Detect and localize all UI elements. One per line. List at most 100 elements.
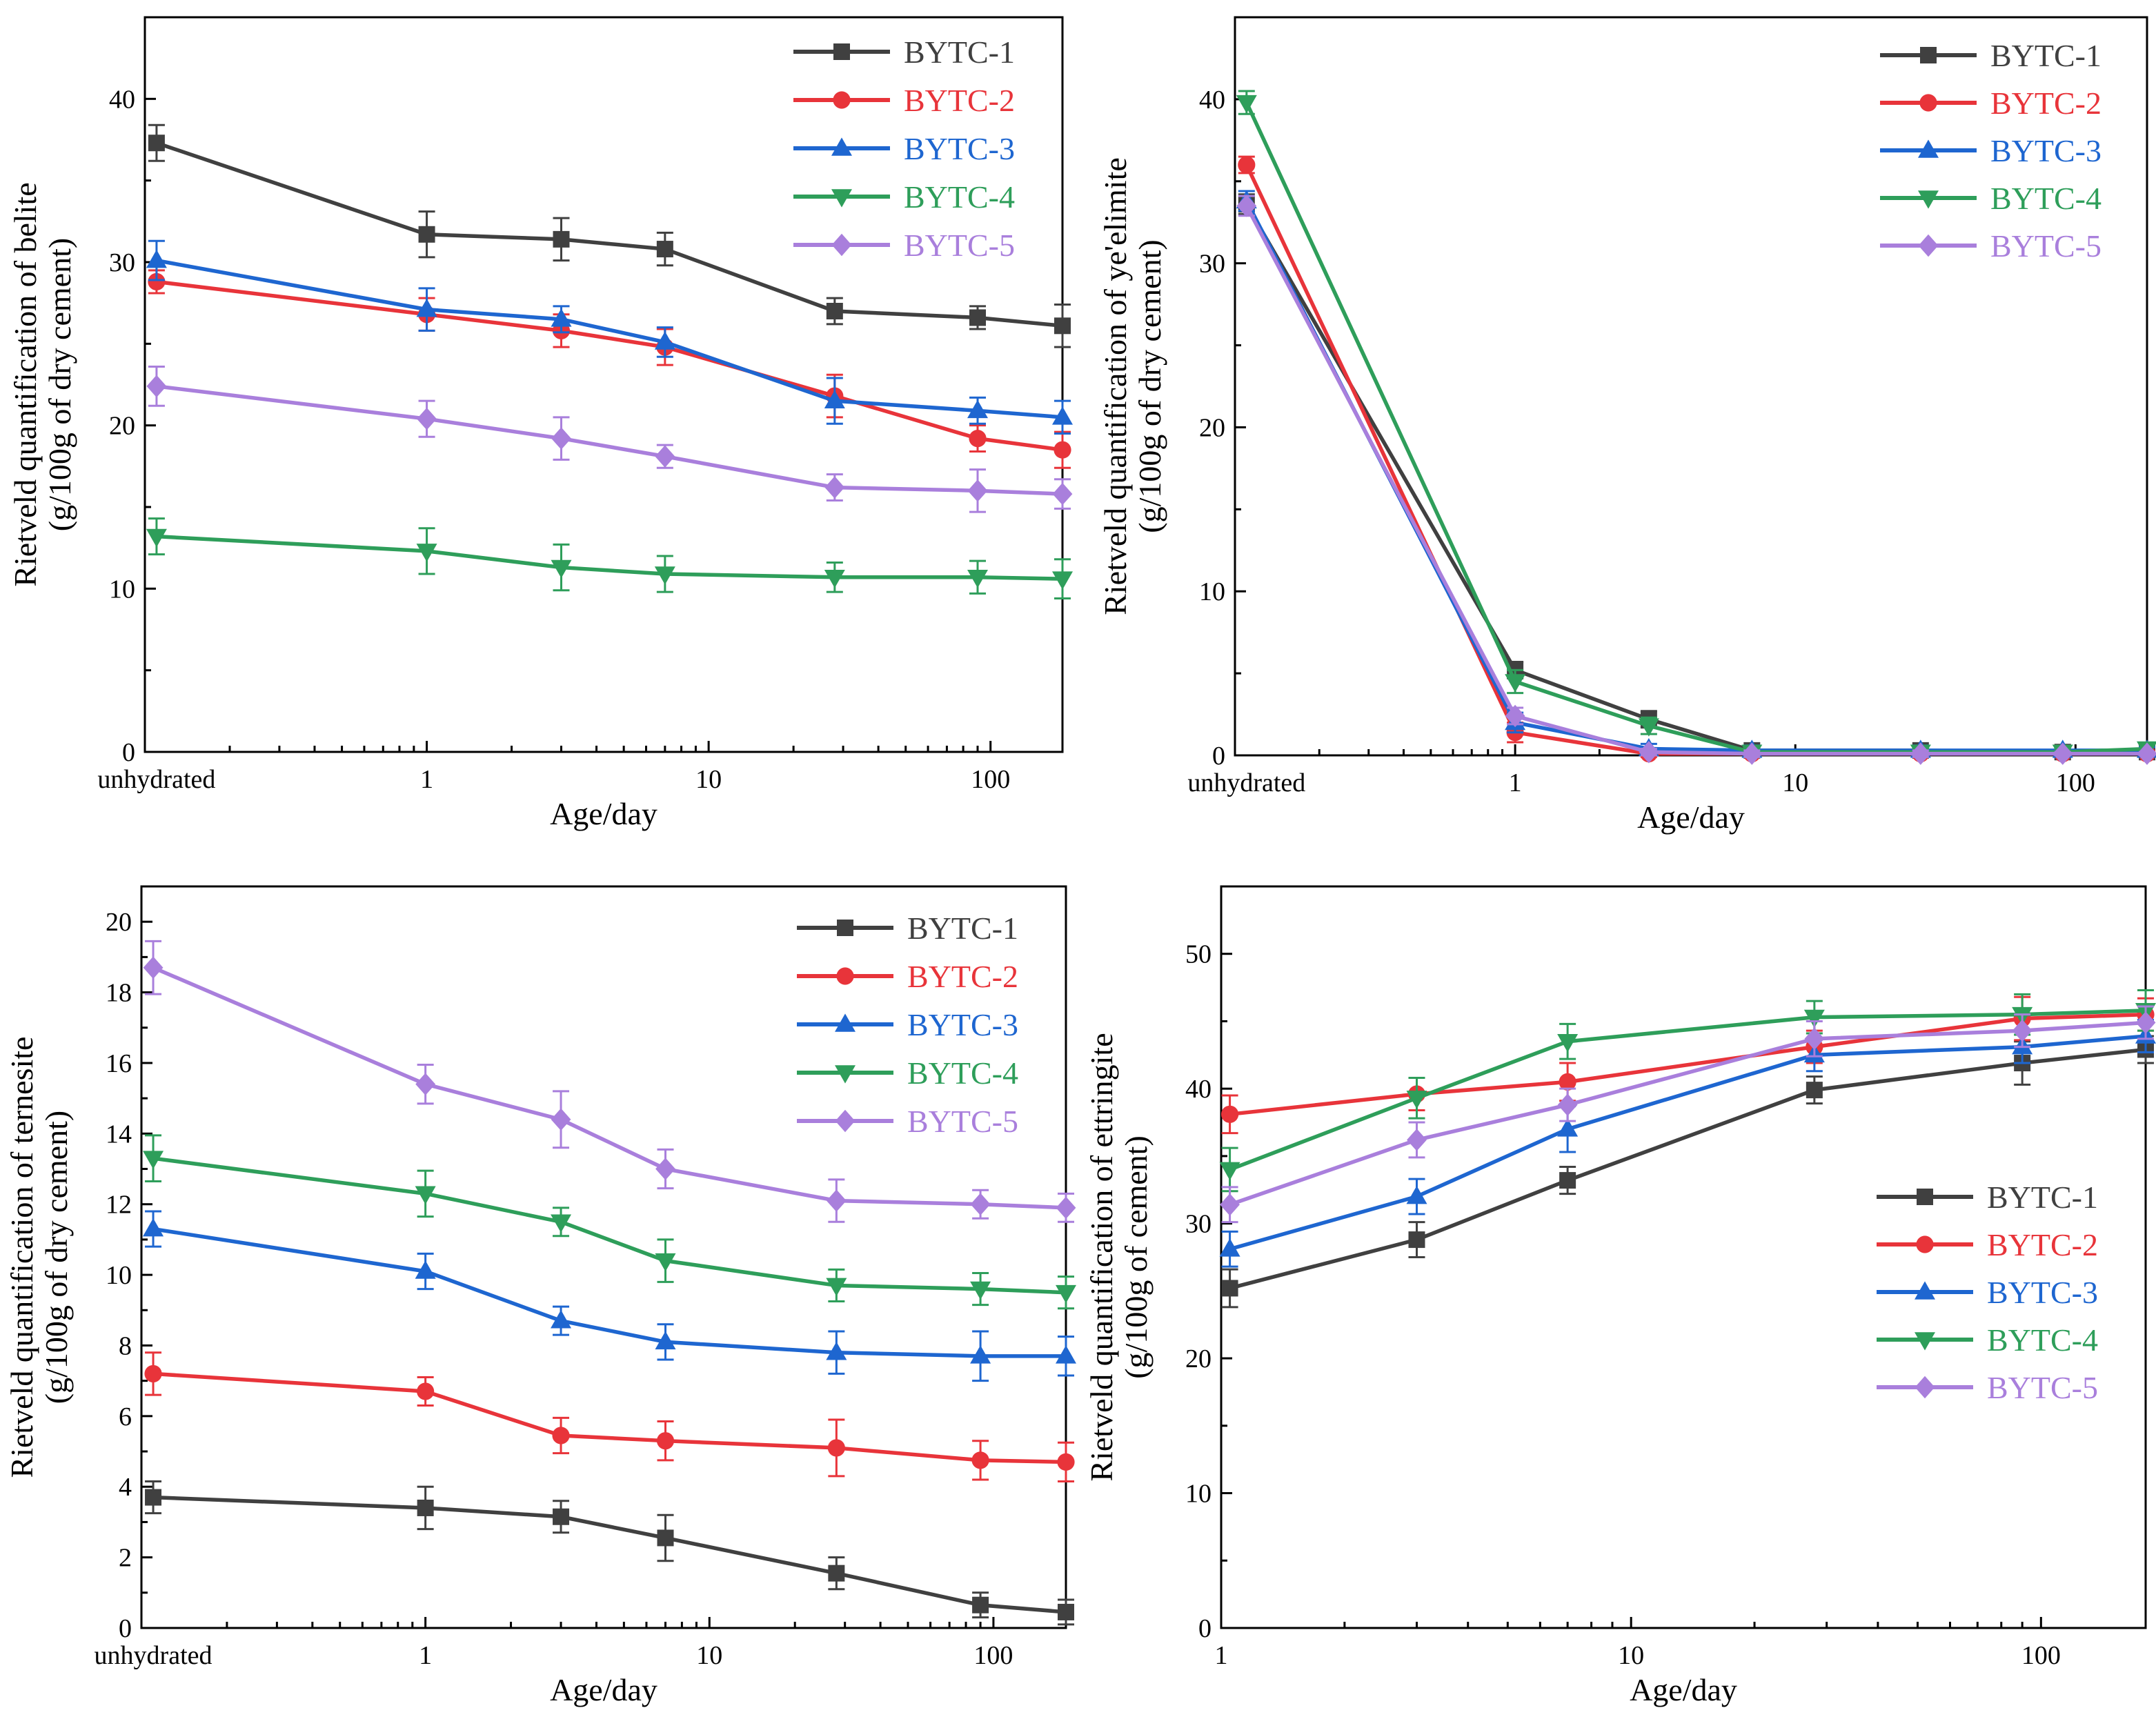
- data-point: [417, 1382, 435, 1400]
- y-tick-label: 0: [1198, 1614, 1211, 1643]
- data-point: [1557, 1118, 1579, 1137]
- data-point: [654, 331, 675, 350]
- legend-label: BYTC-2: [904, 83, 1015, 118]
- data-point: [1052, 406, 1073, 425]
- data-point: [1219, 1238, 1240, 1257]
- legend-marker: [835, 1109, 856, 1133]
- data-point: [552, 1427, 570, 1444]
- data-point: [551, 427, 571, 450]
- series-bytc-1: [145, 1480, 1074, 1626]
- series-line: [152, 1371, 1067, 1464]
- legend-marker: [1920, 47, 1937, 63]
- data-point: [824, 476, 845, 499]
- x-tick-label: 1: [419, 1641, 432, 1670]
- y-tick-label: 12: [106, 1191, 132, 1220]
- series-bytc-3: [143, 1210, 1076, 1382]
- x-tick-label: 1: [1215, 1641, 1228, 1670]
- legend-marker: [1915, 1281, 1935, 1300]
- legend-marker: [1917, 1189, 1933, 1205]
- data-point: [1638, 718, 1659, 737]
- legend-marker: [835, 1013, 856, 1032]
- y-tick-label: 20: [109, 412, 135, 441]
- data-point: [553, 230, 570, 248]
- legend-marker: [1918, 234, 1939, 257]
- data-point: [1220, 1105, 1239, 1123]
- legend-marker: [833, 91, 851, 109]
- legend-label: BYTC-2: [1990, 86, 2101, 121]
- data-point: [969, 309, 987, 326]
- series-line: [156, 279, 1063, 452]
- legend-label: BYTC-4: [1990, 181, 2101, 216]
- series-bytc-2: [144, 1351, 1075, 1483]
- data-point: [416, 299, 437, 317]
- legend-label: BYTC-2: [1987, 1227, 2098, 1262]
- data-point: [1056, 1196, 1076, 1220]
- data-point: [2012, 1019, 2033, 1042]
- series-bytc-1: [148, 123, 1071, 348]
- series-bytc-4: [143, 1134, 1076, 1310]
- x-axis-label: Age/day: [1630, 1672, 1737, 1707]
- x-tick-label: 100: [2021, 1641, 2061, 1670]
- data-point: [826, 1189, 847, 1212]
- legend-marker: [1915, 1332, 1935, 1351]
- legend-label: BYTC-1: [904, 34, 1015, 70]
- data-point: [657, 1529, 674, 1547]
- data-point: [970, 1281, 991, 1300]
- x-tick-label: 100: [2056, 768, 2095, 797]
- legend-marker: [837, 920, 853, 936]
- data-point: [1806, 1082, 1823, 1099]
- legend-label: BYTC-2: [907, 959, 1018, 994]
- data-point: [418, 226, 435, 243]
- x-tick-label: unhydrated: [97, 765, 215, 794]
- legend-entry-bytc-5: BYTC-5: [1877, 1370, 2098, 1405]
- data-point: [148, 135, 165, 152]
- chart-panel-ettringite: 0 10 20 30 40 50 1 10 100 Age/day Rietveld quantif…: [1084, 885, 2156, 1707]
- y-tick-label: 2: [119, 1544, 132, 1573]
- data-point: [551, 308, 572, 327]
- y-axis-label: Rietveld quantification of belite: [8, 182, 43, 586]
- y-tick-label: 40: [1185, 1075, 1211, 1104]
- legend-marker: [1919, 94, 1937, 112]
- data-point: [826, 1278, 847, 1297]
- legend-entry-bytc-4: BYTC-4: [797, 1055, 1018, 1091]
- legend-entry-bytc-3: BYTC-3: [1880, 133, 2101, 168]
- x-axis-label: Age/day: [1637, 800, 1745, 835]
- y-axis-label: Rietveld quantification of ternesite: [4, 1037, 39, 1478]
- legend-marker: [831, 189, 852, 208]
- legend-entry-bytc-1: BYTC-1: [797, 911, 1018, 946]
- legend-marker: [836, 967, 854, 985]
- data-point: [655, 1331, 676, 1350]
- series-line: [1229, 1034, 2146, 1251]
- series-line: [1229, 1012, 2146, 1117]
- data-point: [143, 1151, 164, 1169]
- x-tick-label: unhydrated: [95, 1641, 212, 1670]
- legend-entry-bytc-4: BYTC-4: [793, 179, 1015, 215]
- data-point: [970, 1345, 991, 1364]
- data-point: [551, 559, 572, 579]
- data-point: [1803, 1009, 1825, 1029]
- legend-entry-bytc-2: BYTC-2: [1880, 86, 2101, 121]
- y-tick-label: 30: [1185, 1210, 1211, 1239]
- series-line: [1245, 203, 2147, 754]
- data-point: [1406, 1091, 1427, 1109]
- legend-entry-bytc-5: BYTC-5: [793, 228, 1015, 263]
- data-point: [1408, 1231, 1425, 1249]
- y-tick-label: 16: [106, 1049, 132, 1078]
- legend-marker: [831, 233, 852, 257]
- legend-marker: [835, 1065, 856, 1084]
- legend-entry-bytc-2: BYTC-2: [793, 83, 1015, 118]
- y-tick-label: 30: [1199, 250, 1225, 279]
- data-point: [1056, 1345, 1076, 1364]
- series-line: [152, 1495, 1067, 1614]
- series-bytc-3: [1219, 1019, 2156, 1268]
- data-point: [655, 445, 675, 468]
- x-tick-label: unhydrated: [1187, 768, 1305, 797]
- data-point: [826, 303, 843, 319]
- series-line: [1229, 1009, 2146, 1172]
- plot-frame: [140, 885, 1067, 1629]
- series-bytc-3: [1236, 190, 2156, 758]
- y-axis-label-units: (g/100g of dry cement): [1132, 239, 1167, 533]
- data-point: [551, 1108, 571, 1131]
- data-point: [415, 1073, 436, 1095]
